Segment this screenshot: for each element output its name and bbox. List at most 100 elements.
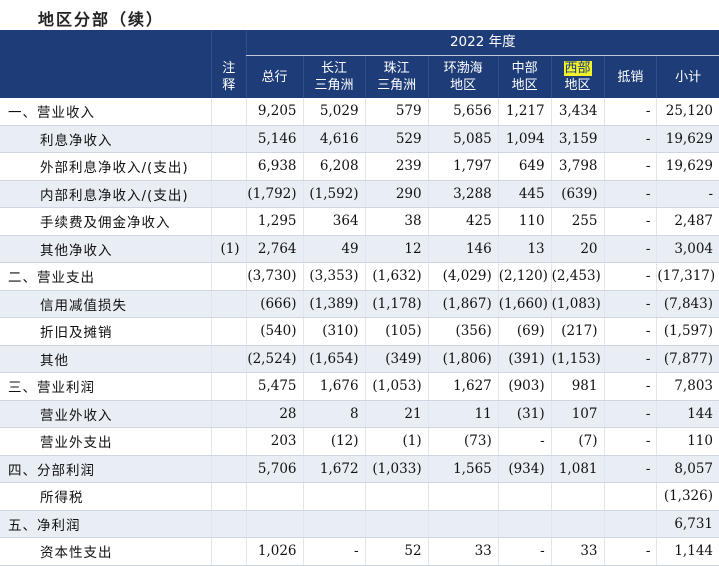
column-header-total: 总行 (245, 55, 304, 98)
cell-hb: (4,029) (427, 262, 499, 291)
cell-xb: 3,159 (550, 125, 604, 153)
cell-zj: (1) (364, 427, 429, 456)
cell-zb: 1,094 (497, 125, 552, 153)
cell-dx: - (603, 207, 657, 236)
table-row: 营业外收入 28 8 21 11 (31) 107-144 (0, 400, 719, 428)
cell-xb: (1,083) (550, 290, 604, 318)
cell-total: 5,146 (245, 125, 304, 153)
cell-sub: 25,120 (656, 98, 719, 126)
cell-hb: 425 (427, 207, 499, 236)
cell-zj: (105) (364, 317, 429, 346)
cell-dx: - (603, 290, 657, 318)
column-header-line: 注 (222, 60, 236, 76)
cell-cj: 6,208 (302, 152, 366, 181)
cell-total: (3,730) (245, 262, 304, 291)
cell-sub: (7,843) (656, 290, 719, 318)
column-header-line: 三角洲 (314, 78, 354, 93)
cell-cj: 1,676 (302, 372, 366, 401)
cell-xb: 3,798 (550, 152, 604, 181)
cell-total: 1,026 (245, 537, 304, 566)
cell-sub: 7,803 (656, 372, 719, 401)
column-header-sub: 小计 (656, 55, 719, 98)
cell-zj: 290 (364, 180, 429, 208)
cell-dx: - (603, 125, 657, 153)
cell-hb: 5,656 (427, 98, 499, 126)
cell-hb (427, 482, 499, 511)
segment-table: 2022 年度 注释总行 长江 三角洲 珠江 三角洲 环渤海 地区 中部 地区 西部 地区 抵销 小计 … (0, 30, 719, 566)
row-label: 一、营业收入 (0, 98, 212, 126)
table-body: 一、营业收入 9,205 5,029 579 5,656 1,217 3,434-25,12… (0, 98, 719, 566)
row-label: 四、分部利润 (0, 455, 212, 483)
cell-sub: 8,057 (656, 455, 719, 483)
table-row: 四、分部利润 5,706 1,672 (1,033) 1,565 (934) 1,081-8… (0, 455, 719, 483)
cell-zb: (2,120) (497, 262, 552, 291)
cell-cj: (3,353) (302, 262, 366, 291)
cell-xb: 255 (550, 207, 604, 236)
row-label: 二、营业支出 (0, 262, 212, 291)
cell-hb: 3,288 (427, 180, 499, 208)
cell-zb: - (497, 427, 552, 456)
cell-xb: 981 (550, 372, 604, 401)
cell-hb: (73) (427, 427, 499, 456)
cell-cj: 4,616 (302, 125, 366, 153)
row-label: 其他净收入 (0, 235, 212, 263)
row-label: 资本性支出 (0, 537, 212, 566)
cell-zj: 21 (364, 400, 429, 428)
table-row: 二、营业支出 (3,730) (3,353) (1,632) (4,029) (2,120… (0, 262, 719, 291)
cell-hb: (1,867) (427, 290, 499, 318)
cell-total: 6,938 (245, 152, 304, 181)
cell-xb: 20 (550, 235, 604, 263)
cell-sub: (1,597) (656, 317, 719, 346)
row-label: 内部利息净收入/(支出) (0, 180, 212, 208)
row-label: 折旧及摊销 (0, 317, 212, 346)
row-label: 五、净利润 (0, 510, 212, 538)
cell-note (211, 537, 247, 566)
cell-dx (603, 510, 657, 538)
cell-hb: 1,797 (427, 152, 499, 181)
cell-zb: 110 (497, 207, 552, 236)
cell-note (211, 372, 247, 401)
cell-note (211, 482, 247, 511)
row-label: 外部利息净收入/(支出) (0, 152, 212, 181)
row-label: 营业外支出 (0, 427, 212, 456)
cell-cj: 49 (302, 235, 366, 263)
cell-xb: (639) (550, 180, 604, 208)
cell-total: 9,205 (245, 98, 304, 126)
table-row: 所得税 (1,326) (0, 482, 719, 511)
cell-cj (302, 510, 366, 538)
cell-hb: 1,627 (427, 372, 499, 401)
cell-dx: - (603, 317, 657, 346)
row-label: 三、营业利润 (0, 372, 212, 401)
cell-zb: 445 (497, 180, 552, 208)
cell-sub: 144 (656, 400, 719, 428)
cell-total: 203 (245, 427, 304, 456)
cell-total: 1,295 (245, 207, 304, 236)
cell-zj: 52 (364, 537, 429, 566)
row-label: 所得税 (0, 482, 212, 511)
cell-zj: (349) (364, 345, 429, 373)
cell-hb: 33 (427, 537, 499, 566)
cell-sub: 3,004 (656, 235, 719, 263)
cell-note (211, 98, 247, 126)
row-label: 其他 (0, 345, 212, 373)
cell-zb: (903) (497, 372, 552, 401)
table-row: 三、营业利润 5,475 1,676 (1,053) 1,627 (903) 981-7,8… (0, 372, 719, 401)
cell-note (211, 455, 247, 483)
cell-hb: (1,806) (427, 345, 499, 373)
cell-note (211, 207, 247, 236)
cell-dx: - (603, 537, 657, 566)
cell-zb: - (497, 537, 552, 566)
cell-note (211, 345, 247, 373)
table-row: 营业外支出 203 (12) (1) (73) - (7) -110 (0, 427, 719, 456)
cell-sub: (1,326) (656, 482, 719, 511)
column-header-line: 小计 (675, 69, 702, 85)
cell-sub: (17,317) (656, 262, 719, 291)
cell-zb: (934) (497, 455, 552, 483)
cell-cj: 5,029 (302, 98, 366, 126)
cell-zb (497, 482, 552, 511)
column-header-line: 释 (222, 77, 236, 93)
cell-zj: (1,632) (364, 262, 429, 291)
cell-zb: 1,217 (497, 98, 552, 126)
table-row: 其他 (2,524) (1,654) (349) (1,806) (391) (1,153)… (0, 345, 719, 373)
cell-cj: (1,592) (302, 180, 366, 208)
